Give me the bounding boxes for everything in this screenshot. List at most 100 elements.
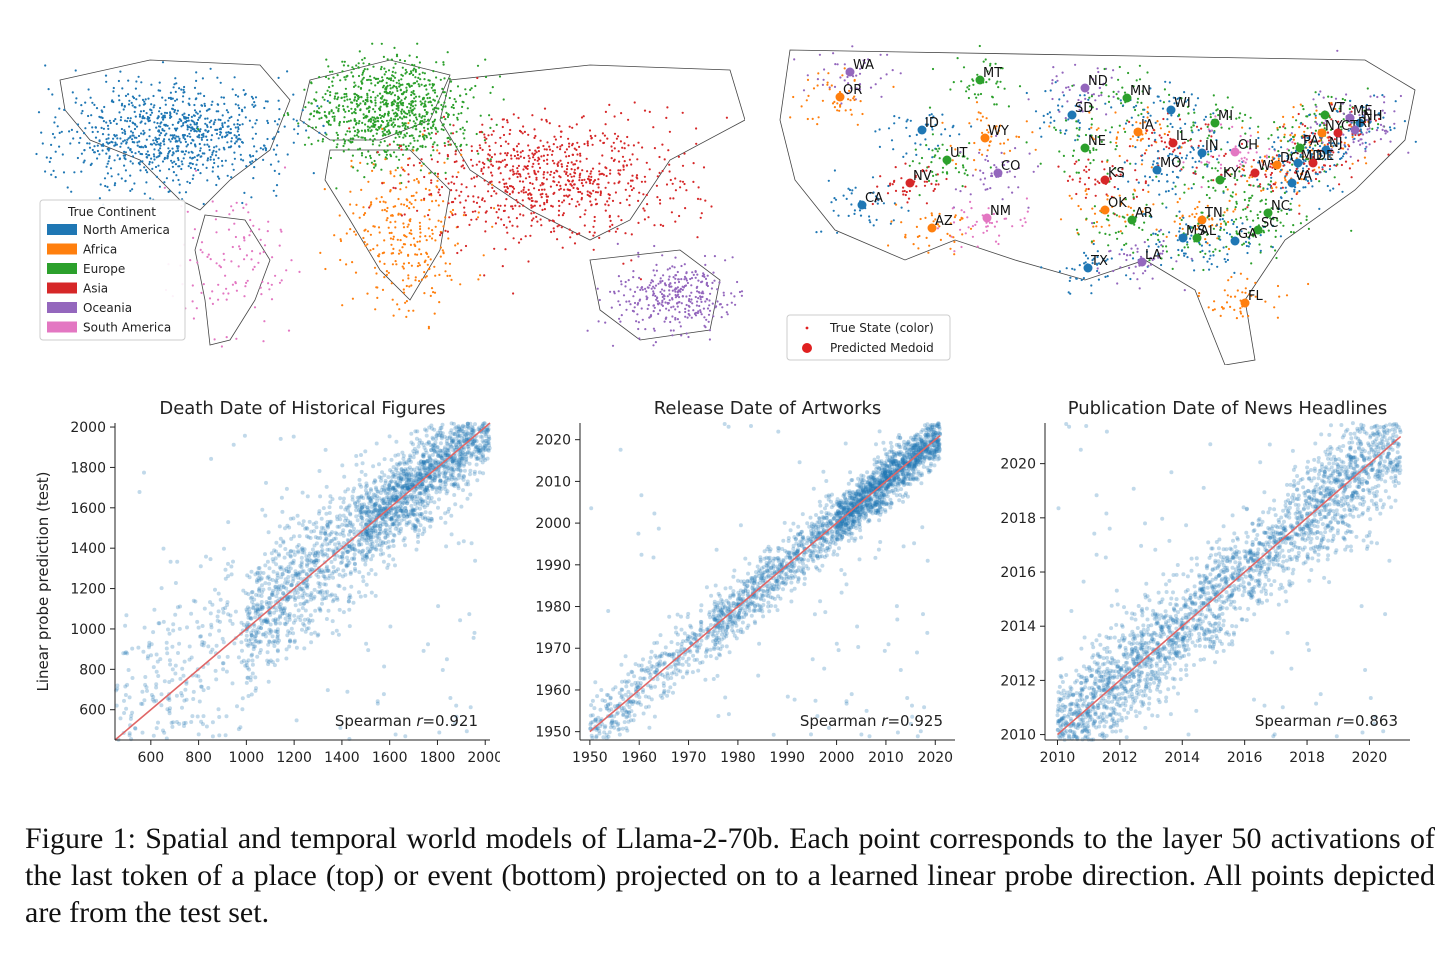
us-point [1353,137,1356,140]
world-point [570,198,574,201]
us-point [1084,133,1088,137]
world-point [171,134,174,137]
us-point [1226,96,1229,99]
world-point [481,123,484,126]
world-point [143,117,146,120]
world-point [411,134,414,137]
world-point [646,286,649,289]
world-point [606,200,609,203]
world-point [215,209,218,213]
us-point [1084,196,1087,199]
us-point [1003,152,1006,155]
world-point [490,118,493,121]
world-point [443,101,446,104]
world-point [235,136,238,139]
world-point [177,145,180,148]
world-point [386,58,389,61]
us-point [1201,176,1205,179]
world-point [180,167,183,171]
world-point [680,334,683,337]
world-point [163,129,166,132]
world-point [255,119,258,122]
us-point [1135,79,1138,82]
world-point [433,141,436,144]
world-point [398,182,401,185]
world-point [327,77,330,80]
world-point [380,65,383,69]
legend-swatch [47,263,77,274]
us-point [981,153,984,156]
us-point [898,116,901,119]
world-point [477,152,480,155]
us-point [1065,129,1068,132]
us-point [1138,64,1141,67]
world-point [677,280,681,284]
world-point [181,113,184,116]
us-point [941,121,944,124]
us-point [1131,213,1134,216]
us-point [1191,131,1194,134]
us-point [962,66,966,69]
world-point [236,119,239,122]
us-point [1085,188,1088,191]
world-point [440,220,443,223]
world-point [491,225,494,228]
world-point [423,260,426,264]
us-point [1183,141,1186,144]
world-point [421,102,424,105]
us-point [973,159,976,162]
us-point [1348,145,1351,148]
world-point [106,162,109,165]
world-point [410,232,413,235]
legend-label: Africa [83,243,117,257]
us-point [1305,165,1308,168]
world-point [254,96,258,99]
us-point [974,168,977,171]
us-point [821,99,824,102]
world-point [545,199,549,202]
world-point [532,156,535,159]
us-point [949,144,952,147]
world-point [478,205,481,208]
us-point [1027,98,1030,101]
world-point [404,96,407,99]
world-point [189,123,192,126]
world-point [224,135,227,138]
world-point [136,141,139,144]
us-point [854,186,857,189]
us-point [1184,100,1187,103]
world-point [678,214,681,218]
world-point [176,140,179,143]
world-point [86,142,89,145]
us-point [1098,181,1101,185]
world-point [419,169,422,172]
world-point [186,180,189,183]
world-point [545,201,549,204]
world-point [331,115,334,118]
world-point [360,188,363,191]
world-point [330,110,333,113]
world-point [338,124,341,127]
world-point [211,153,214,156]
world-point [408,201,411,204]
us-point [1123,161,1126,164]
world-point [399,89,402,92]
world-point [276,144,279,147]
us-point [1328,141,1331,144]
us-point [937,183,940,186]
world-point [374,123,377,126]
us-point [833,169,836,172]
world-point [235,140,238,143]
world-point [527,260,530,263]
world-point [510,157,513,160]
world-point [625,300,628,303]
world-point [482,166,485,169]
us-point [1270,134,1273,137]
world-point [408,232,411,235]
world-point [333,117,336,121]
world-point [182,157,185,160]
us-point [838,109,841,112]
world-point [193,86,197,89]
world-point [495,211,498,214]
world-point [437,204,440,207]
